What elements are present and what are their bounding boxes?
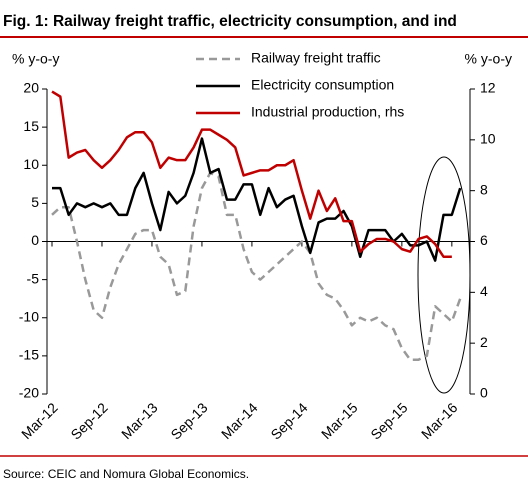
- y-tick-label: -15: [19, 347, 39, 363]
- x-tick-label: Sep-15: [367, 399, 410, 442]
- y2-axis-label: % y-o-y: [465, 51, 512, 67]
- series-line: [52, 137, 462, 262]
- source: Source: CEIC and Nomura Global Economics…: [3, 467, 249, 481]
- legend-label: Railway freight traffic: [251, 50, 381, 66]
- y2-tick-label: 8: [480, 181, 488, 197]
- y-tick-label: 0: [31, 232, 39, 248]
- y-tick-label: 10: [23, 156, 39, 172]
- x-tick-label: Sep-14: [267, 399, 310, 442]
- x-tick-label: Mar-13: [118, 399, 161, 442]
- y2-tick-label: 10: [480, 131, 496, 147]
- chart-title: Fig. 1: Railway freight traffic, electri…: [3, 13, 457, 30]
- y-tick-label: -20: [19, 385, 39, 401]
- legend-label: Industrial production, rhs: [251, 104, 404, 120]
- x-tick-label: Mar-16: [418, 399, 461, 442]
- y2-tick-label: 2: [480, 334, 488, 350]
- y2-tick-label: 0: [480, 385, 488, 401]
- series-line: [51, 90, 452, 258]
- y2-tick-label: 4: [480, 283, 488, 299]
- y-tick-label: -5: [27, 270, 40, 286]
- legend-label: Electricity consumption: [251, 77, 394, 93]
- y-tick-label: 5: [31, 194, 39, 210]
- y-tick-label: -10: [19, 308, 39, 324]
- x-tick-label: Sep-12: [67, 399, 110, 442]
- y2-tick-label: 6: [480, 232, 488, 248]
- y2-tick-label: 12: [480, 80, 496, 96]
- x-tick-label: Sep-13: [167, 399, 210, 442]
- x-tick-label: Mar-14: [218, 399, 261, 442]
- x-tick-label: Mar-15: [318, 399, 361, 442]
- y-tick-label: 15: [23, 118, 39, 134]
- y-axis-label: % y-o-y: [12, 51, 59, 67]
- x-tick-label: Mar-12: [18, 399, 61, 442]
- series-line: [51, 171, 462, 361]
- y-tick-label: 20: [23, 80, 39, 96]
